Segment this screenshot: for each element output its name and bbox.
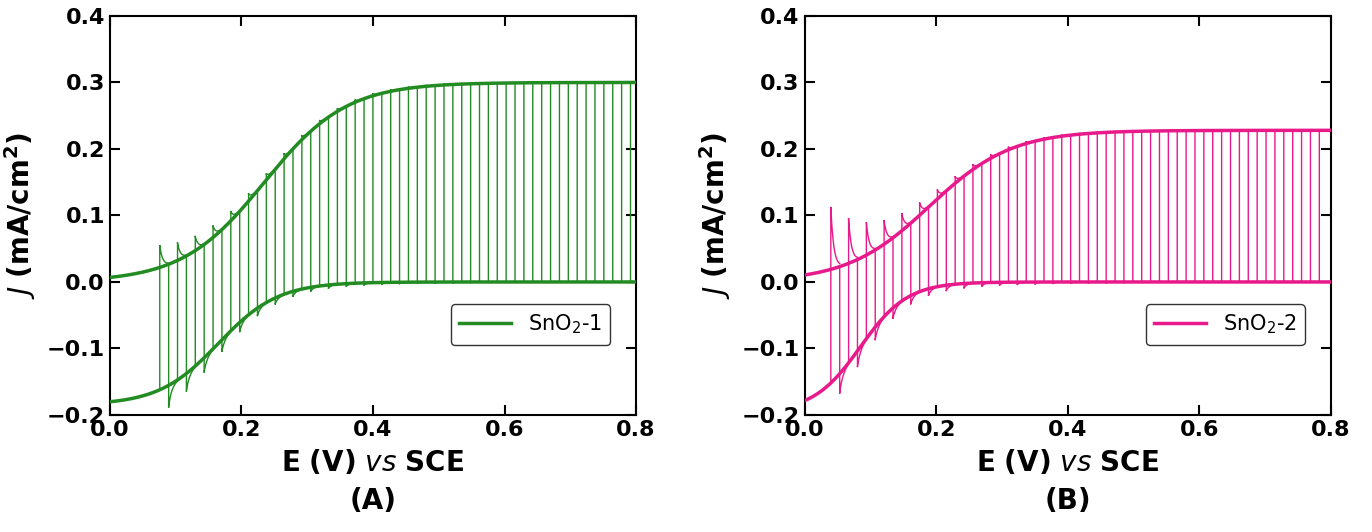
Y-axis label: $\it{J}\ \bf{(mA/cm^2)}$: $\it{J}\ \bf{(mA/cm^2)}$ — [3, 132, 38, 299]
X-axis label: $\bf{E\ (V)\ }$$\it{vs}$$\bf{\ SCE}$: $\bf{E\ (V)\ }$$\it{vs}$$\bf{\ SCE}$ — [977, 448, 1159, 477]
Y-axis label: $\it{J}\ \bf{(mA/cm^2)}$: $\it{J}\ \bf{(mA/cm^2)}$ — [697, 132, 733, 299]
Text: (A): (A) — [350, 487, 397, 515]
Legend: $\rm{SnO_2}$-1: $\rm{SnO_2}$-1 — [450, 304, 611, 345]
Legend: $\rm{SnO_2}$-2: $\rm{SnO_2}$-2 — [1146, 304, 1305, 345]
X-axis label: $\bf{E\ (V)\ }$$\it{vs}$$\bf{\ SCE}$: $\bf{E\ (V)\ }$$\it{vs}$$\bf{\ SCE}$ — [281, 448, 464, 477]
Text: (B): (B) — [1044, 487, 1091, 515]
